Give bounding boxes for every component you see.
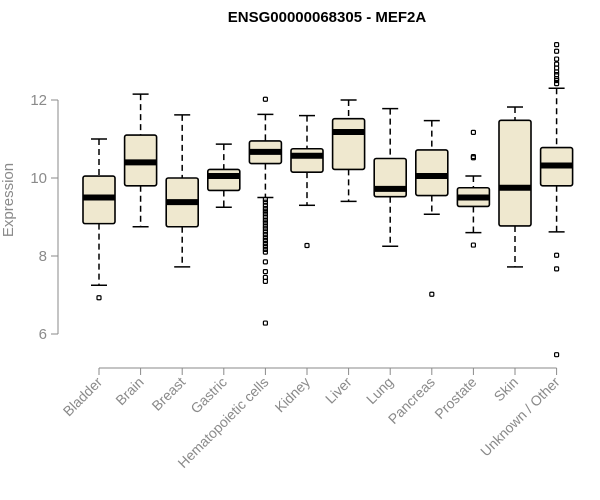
box-group bbox=[331, 99, 366, 203]
outlier-point bbox=[262, 237, 268, 243]
outlier-point bbox=[262, 240, 268, 247]
box-group bbox=[539, 42, 574, 358]
y-axis-label: Expression bbox=[0, 163, 17, 237]
outlier-point bbox=[262, 96, 268, 102]
iqr-box bbox=[498, 119, 532, 227]
outlier-point bbox=[262, 199, 268, 205]
outlier-point bbox=[262, 208, 268, 214]
outlier-point bbox=[553, 77, 560, 84]
boxes bbox=[82, 42, 574, 358]
outlier-point bbox=[553, 252, 560, 258]
outlier-point bbox=[262, 320, 268, 326]
box-group bbox=[373, 107, 408, 247]
outlier-point bbox=[262, 235, 268, 241]
iqr-box bbox=[414, 149, 449, 197]
iqr-box bbox=[207, 168, 241, 192]
y-tick-label: 8 bbox=[39, 248, 47, 265]
outlier-point bbox=[262, 223, 268, 229]
y-tick-label: 10 bbox=[30, 170, 47, 187]
outlier-point bbox=[262, 249, 268, 255]
outlier-point bbox=[553, 352, 560, 358]
outlier-point bbox=[262, 246, 268, 252]
outlier-point bbox=[553, 81, 560, 87]
outlier-point bbox=[553, 266, 560, 272]
box-group bbox=[123, 93, 158, 228]
x-tick-label: Breast bbox=[148, 374, 188, 414]
outlier-point bbox=[553, 56, 560, 62]
box-group bbox=[498, 106, 532, 268]
outlier-point bbox=[262, 226, 268, 232]
outlier-point bbox=[429, 291, 435, 297]
box-group bbox=[290, 114, 324, 249]
x-tick-label: Bladder bbox=[60, 374, 106, 420]
box-group bbox=[82, 138, 116, 301]
outlier-point bbox=[553, 69, 560, 75]
outlier-point bbox=[262, 278, 268, 284]
box-group bbox=[414, 119, 449, 297]
outlier-point bbox=[553, 42, 560, 48]
iqr-box bbox=[331, 117, 366, 171]
outlier-point bbox=[553, 48, 560, 54]
outlier-point bbox=[262, 269, 268, 275]
outlier-point bbox=[262, 231, 268, 238]
box-group bbox=[165, 114, 199, 268]
outlier-point bbox=[470, 129, 476, 135]
outlier-point bbox=[96, 295, 102, 301]
x-tick-label: Liver bbox=[322, 374, 355, 407]
iqr-box bbox=[290, 147, 324, 173]
x-tick-label: Prostate bbox=[431, 374, 479, 422]
outlier-point bbox=[262, 259, 268, 265]
outlier-point bbox=[262, 229, 268, 235]
outlier-point bbox=[262, 214, 268, 220]
box-group bbox=[248, 96, 283, 326]
outlier-point bbox=[262, 243, 268, 249]
outlier-point bbox=[304, 242, 310, 249]
outlier-point bbox=[262, 202, 268, 208]
y-tick-label: 6 bbox=[39, 326, 47, 343]
x-tick-label: Unknown / Other bbox=[477, 374, 563, 460]
x-tick-label: Kidney bbox=[272, 374, 314, 416]
outlier-point bbox=[470, 155, 476, 161]
x-tick-label: Skin bbox=[491, 374, 522, 405]
box-group bbox=[207, 143, 241, 208]
box-group bbox=[456, 129, 491, 248]
y-axis: 6 8 10 12 bbox=[30, 92, 59, 343]
y-tick-label: 12 bbox=[30, 92, 47, 109]
outlier-point bbox=[262, 211, 268, 217]
outlier-point bbox=[262, 217, 268, 223]
outlier-point bbox=[262, 220, 268, 226]
outlier-point bbox=[470, 242, 476, 248]
outlier-point bbox=[262, 205, 268, 212]
outlier-point bbox=[262, 196, 268, 203]
chart-title: ENSG00000068305 - MEF2A bbox=[228, 9, 427, 26]
x-tick-label: Lung bbox=[363, 374, 396, 407]
x-tick-label: Brain bbox=[112, 374, 146, 408]
